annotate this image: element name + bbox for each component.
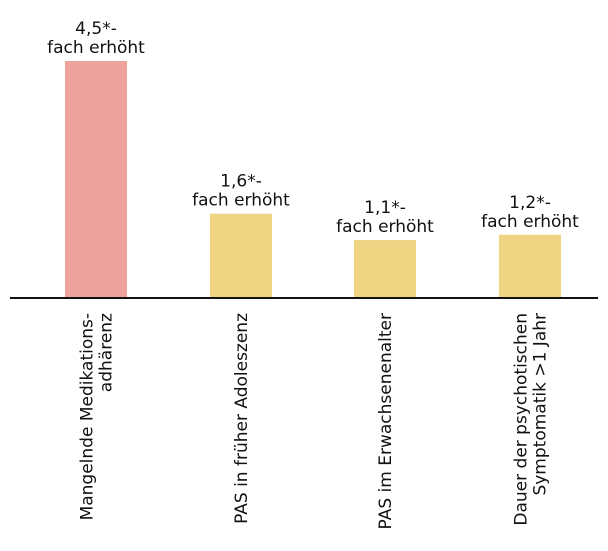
data-label-1-line-1: 4,5*- (75, 19, 117, 39)
data-label-2-line-1: 1,6*- (220, 172, 262, 192)
bar-3 (354, 240, 416, 298)
data-label-4-line-2: fach erhöht (481, 212, 579, 232)
category-label-1-line-2: adhärenz (97, 313, 117, 392)
category-labels-group: Mangelnde Medikations-adhärenz PAS in frü… (78, 313, 551, 530)
category-label-4-line-1: Dauer der psychotischen (512, 313, 532, 526)
category-label-2-line-1: PAS in früher Adoleszenz (232, 313, 252, 524)
data-label-3-line-1: 1,1*- (364, 198, 406, 218)
category-label-4-line-2: Symptomatik >1 Jahr (531, 313, 551, 496)
data-label-1-line-2: fach erhöht (47, 38, 145, 58)
data-label-3-line-2: fach erhöht (336, 217, 434, 237)
category-label-1-line-1: Mangelnde Medikations- (78, 313, 98, 520)
bar-4 (499, 234, 561, 298)
bar-2 (210, 213, 272, 298)
data-label-4-line-1: 1,2*- (509, 193, 551, 213)
category-label-3-line-1: PAS im Erwachsenenalter (376, 313, 396, 529)
data-label-2-line-2: fach erhöht (192, 191, 290, 211)
bar-1 (65, 61, 127, 298)
bars-group (65, 61, 561, 298)
